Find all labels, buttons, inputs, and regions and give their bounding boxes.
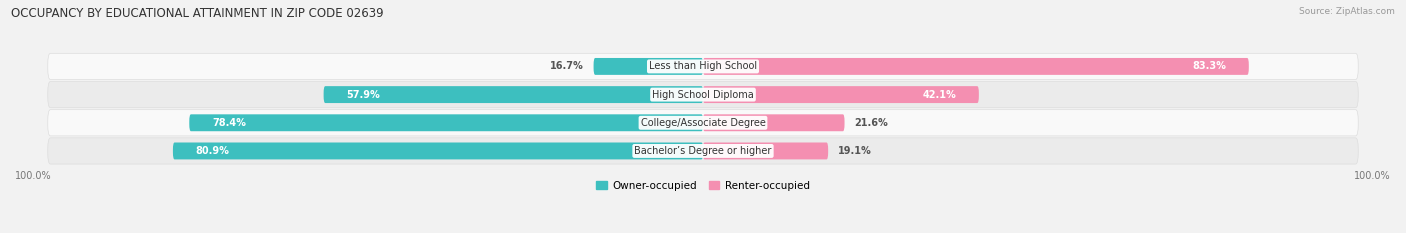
Text: 21.6%: 21.6% xyxy=(855,118,889,128)
Text: 80.9%: 80.9% xyxy=(195,146,229,156)
Text: Bachelor’s Degree or higher: Bachelor’s Degree or higher xyxy=(634,146,772,156)
FancyBboxPatch shape xyxy=(703,114,845,131)
FancyBboxPatch shape xyxy=(48,82,1358,108)
FancyBboxPatch shape xyxy=(703,143,828,159)
FancyBboxPatch shape xyxy=(48,110,1358,136)
FancyBboxPatch shape xyxy=(703,58,1249,75)
Text: Less than High School: Less than High School xyxy=(650,62,756,72)
Text: 19.1%: 19.1% xyxy=(838,146,872,156)
Legend: Owner-occupied, Renter-occupied: Owner-occupied, Renter-occupied xyxy=(592,176,814,195)
Text: High School Diploma: High School Diploma xyxy=(652,90,754,99)
Text: 78.4%: 78.4% xyxy=(212,118,246,128)
Text: College/Associate Degree: College/Associate Degree xyxy=(641,118,765,128)
FancyBboxPatch shape xyxy=(703,86,979,103)
Text: OCCUPANCY BY EDUCATIONAL ATTAINMENT IN ZIP CODE 02639: OCCUPANCY BY EDUCATIONAL ATTAINMENT IN Z… xyxy=(11,7,384,20)
Text: 100.0%: 100.0% xyxy=(1354,171,1391,181)
FancyBboxPatch shape xyxy=(593,58,703,75)
Text: 57.9%: 57.9% xyxy=(346,90,380,99)
Text: 16.7%: 16.7% xyxy=(550,62,583,72)
Text: 42.1%: 42.1% xyxy=(922,90,956,99)
FancyBboxPatch shape xyxy=(323,86,703,103)
Text: 100.0%: 100.0% xyxy=(15,171,52,181)
FancyBboxPatch shape xyxy=(190,114,703,131)
FancyBboxPatch shape xyxy=(48,53,1358,79)
Text: 83.3%: 83.3% xyxy=(1192,62,1226,72)
FancyBboxPatch shape xyxy=(173,143,703,159)
Text: Source: ZipAtlas.com: Source: ZipAtlas.com xyxy=(1299,7,1395,16)
FancyBboxPatch shape xyxy=(48,138,1358,164)
